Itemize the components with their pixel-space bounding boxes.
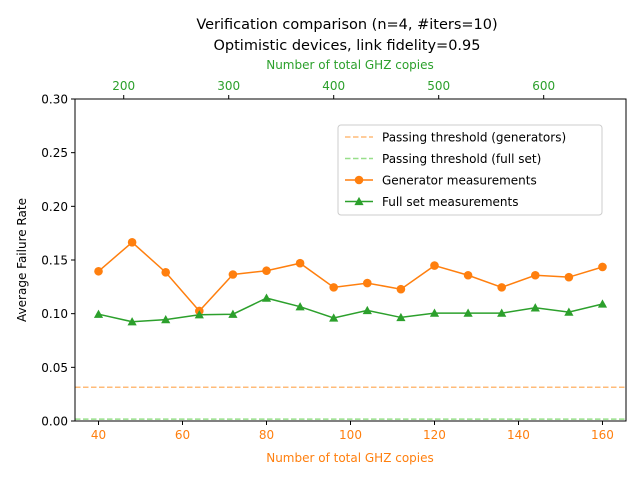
- legend-label-0: Passing threshold (generators): [382, 131, 566, 145]
- x-tick-label-0: 40: [91, 428, 106, 442]
- legend-box: [337, 124, 603, 216]
- chart-title-line1: Verification comparison (n=4, #iters=10): [196, 17, 497, 33]
- y-tick-label-5: 0.25: [41, 146, 68, 160]
- series-1-point-14: [564, 307, 574, 316]
- series-0-point-10: [430, 261, 439, 270]
- series-0-point-13: [530, 270, 540, 280]
- series-1-point-0: [93, 309, 104, 318]
- series-0-point-6: [295, 258, 305, 268]
- series-1-point-3: [194, 310, 204, 319]
- y-tick-label-4: 0.20: [41, 200, 68, 214]
- series-line-1: [98, 297, 603, 323]
- top-x-tick-label-4: 600: [532, 79, 555, 93]
- series-1-point-5: [261, 293, 272, 302]
- legend-label-1: Passing threshold (full set): [382, 152, 541, 166]
- chart-title-line2: Optimistic devices, link fidelity=0.95: [213, 38, 480, 54]
- x-tick-label-6: 160: [591, 428, 614, 442]
- top-x-tick-label-2: 400: [322, 79, 345, 93]
- series-0-point-0: [94, 266, 103, 276]
- series-1-point-8: [362, 305, 372, 315]
- series-1-point-6: [295, 302, 305, 311]
- series-0-point-14: [564, 272, 574, 282]
- bottom-x-axis-label: Number of total GHZ copies: [266, 451, 434, 465]
- x-tick-label-1: 60: [175, 428, 190, 442]
- series-line-0: [98, 241, 603, 313]
- x-tick-label-2: 80: [259, 428, 274, 442]
- series-1-point-13: [530, 303, 540, 312]
- series-0-point-8: [362, 278, 372, 288]
- x-tick-label-4: 120: [423, 428, 446, 442]
- series-1-point-2: [161, 314, 171, 324]
- y-tick-label-1: 0.05: [41, 361, 68, 375]
- y-tick-label-2: 0.10: [41, 307, 68, 321]
- series-1-point-15: [597, 299, 608, 308]
- legend-label-2: Generator measurements: [382, 174, 537, 188]
- legend-marker-3: [354, 196, 364, 206]
- series-0-point-15: [598, 262, 607, 272]
- series-1-point-12: [497, 308, 507, 317]
- series-0-point-7: [329, 283, 339, 292]
- x-tick-label-3: 100: [339, 428, 362, 442]
- legend-label-3: Full set measurements: [382, 195, 518, 209]
- series-1-point-9: [396, 312, 406, 322]
- series-1-point-4: [228, 309, 238, 318]
- legend-marker-2: [354, 175, 364, 185]
- series-0-point-4: [228, 270, 238, 279]
- top-x-tick-label-0: 200: [112, 79, 135, 93]
- series-0-point-5: [262, 266, 271, 276]
- series-1-point-7: [329, 313, 339, 322]
- y-tick-label-3: 0.15: [41, 254, 68, 268]
- series-0-point-1: [127, 237, 137, 247]
- series-0-point-12: [497, 283, 506, 292]
- top-x-axis-label: Number of total GHZ copies: [266, 58, 434, 72]
- series-1-point-11: [463, 308, 473, 317]
- y-tick-label-6: 0.30: [41, 93, 68, 107]
- x-tick-label-5: 140: [507, 428, 530, 442]
- series-1-point-1: [127, 317, 137, 326]
- series-0-point-11: [463, 270, 473, 280]
- y-axis-label: Average Failure Rate: [15, 198, 29, 322]
- series-0-point-2: [161, 268, 171, 277]
- y-tick-label-0: 0.00: [41, 415, 68, 429]
- top-x-tick-label-1: 300: [217, 79, 240, 93]
- top-x-tick-label-3: 500: [427, 79, 450, 93]
- series-0-point-9: [396, 284, 406, 294]
- series-1-point-10: [429, 308, 440, 317]
